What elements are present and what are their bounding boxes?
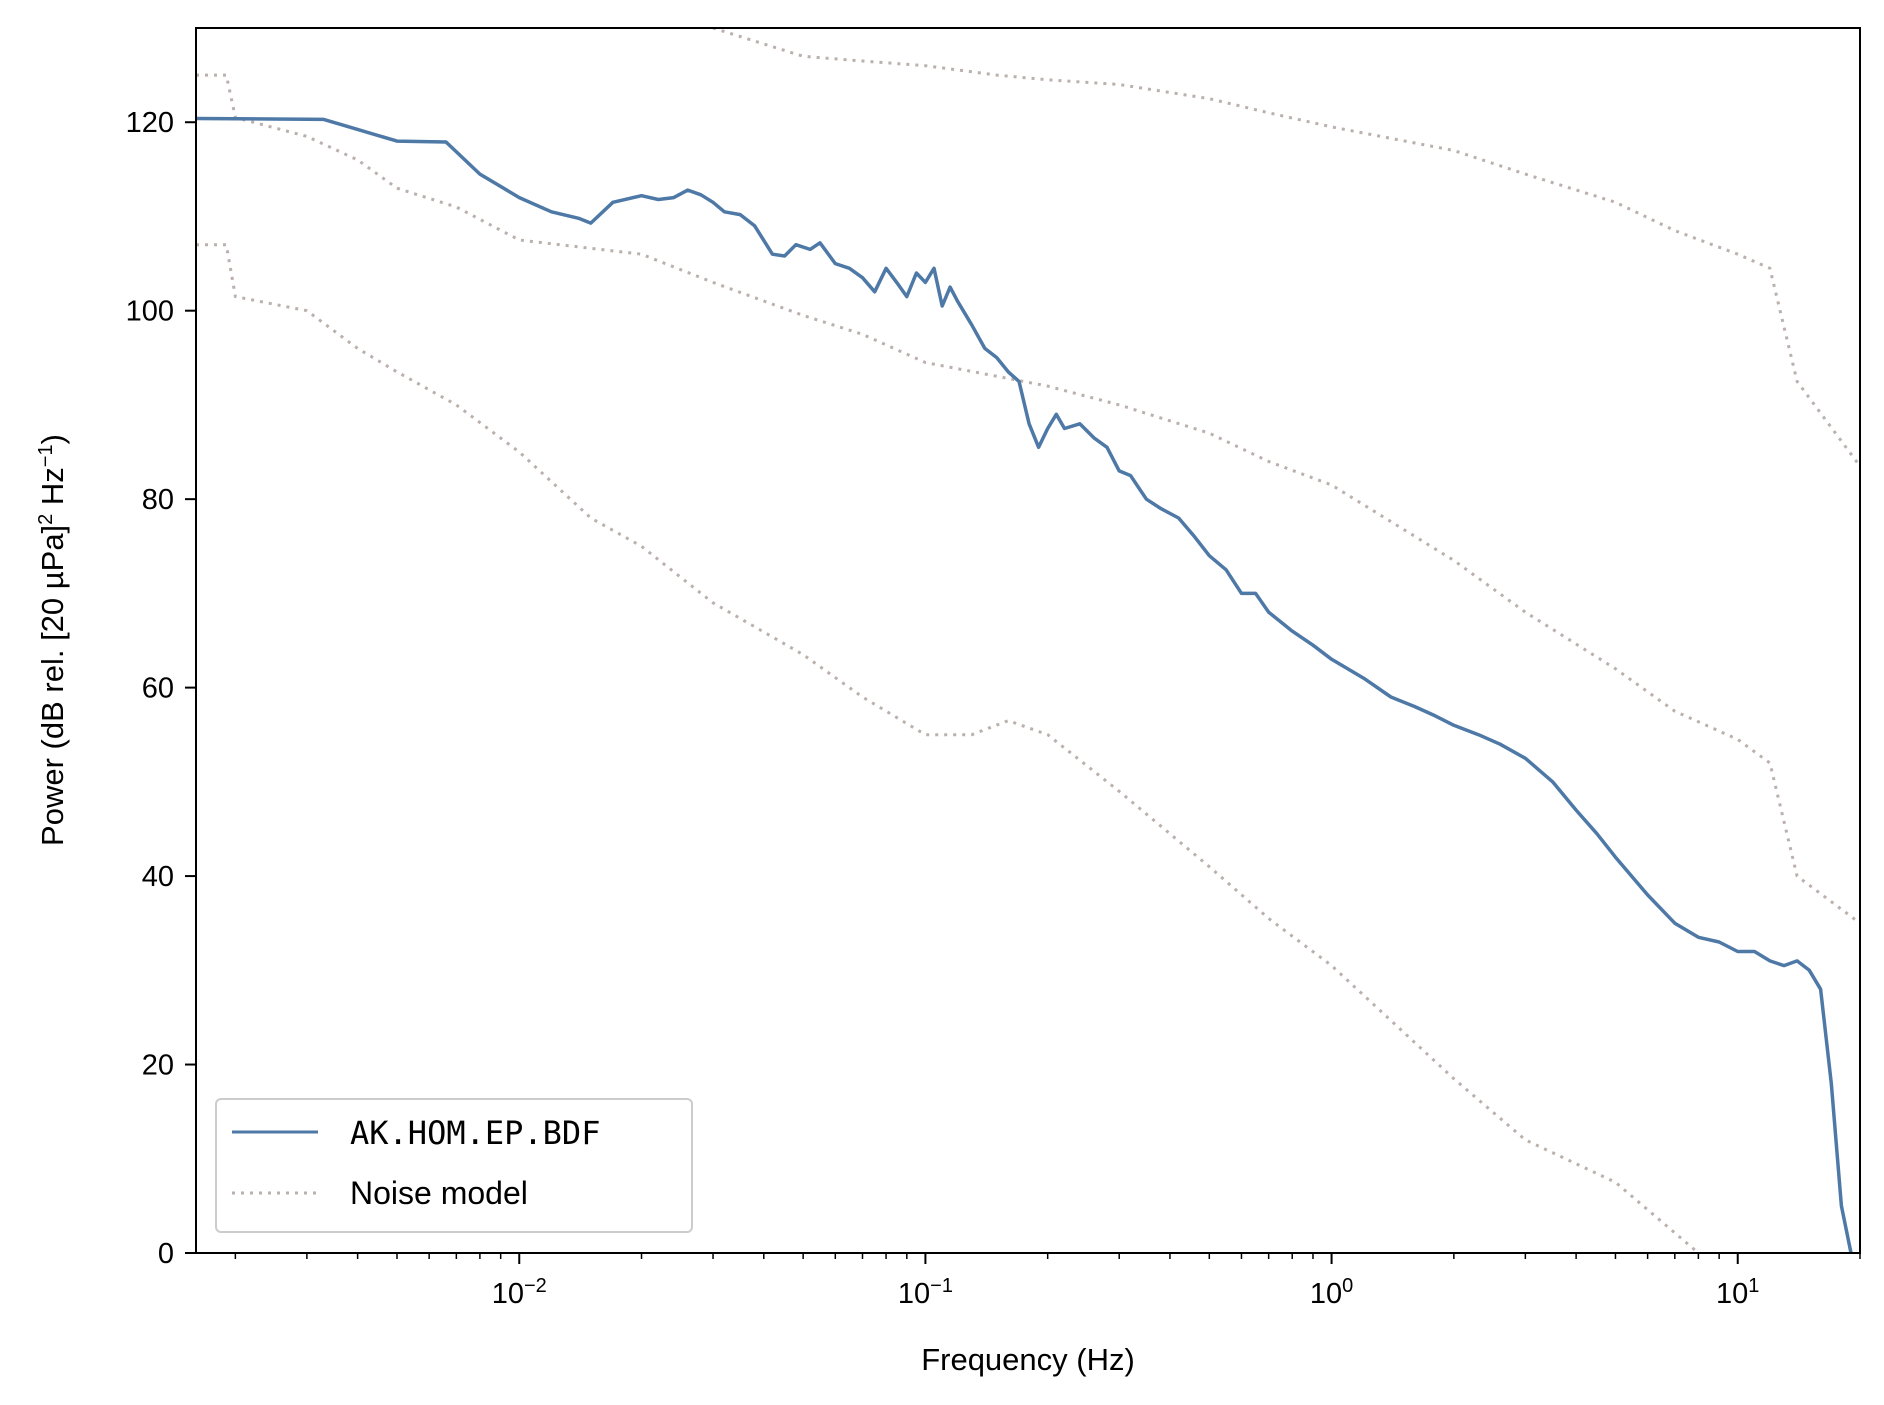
y-axis: 0 20 40 60 80 100 120 [126,107,196,1270]
series-line-1 [196,116,1853,1253]
y-axis-title-close: ) [35,434,70,444]
y-axis-title-exp: −1 [35,444,57,467]
x-axis: 10−2 10−1 100 101 [234,1253,1861,1310]
x-tick-label-exponent: 0 [1342,1275,1353,1297]
x-tick-label: 100 [1310,1275,1353,1310]
noise-model-line-1 [196,73,1860,925]
x-tick-label-exponent: 1 [1748,1275,1759,1297]
y-axis-title-main: Power (dB rel. [20 µPa] [35,525,70,846]
noise-model-line-3 [712,28,1860,468]
x-tick-label: 101 [1716,1275,1759,1310]
legend: AK.HOM.EP.BDF Noise model [215,1098,693,1233]
y-tick-label: 60 [142,673,174,705]
series-layer [196,28,1860,1253]
x-tick-label-base: 10 [1310,1278,1342,1310]
x-tick-label-exponent: −2 [524,1275,547,1297]
y-tick-label: 40 [142,861,174,893]
y-tick-label: 0 [158,1238,174,1270]
legend-box [215,1098,693,1233]
x-tick-label-base: 10 [898,1278,930,1310]
legend-label-series: AK.HOM.EP.BDF [350,1114,600,1152]
y-tick-label: 80 [142,484,174,516]
y-tick-label: 20 [142,1050,174,1082]
x-tick-label-base: 10 [492,1278,524,1310]
y-axis-title-unit: Hz [35,467,70,514]
y-tick-label: 120 [126,107,174,139]
x-tick-label: 10−2 [492,1275,547,1310]
plot-frame [195,27,1861,1254]
x-tick-label-base: 10 [1716,1278,1748,1310]
x-axis-title: Frequency (Hz) [921,1342,1135,1377]
legend-label-noise: Noise model [350,1175,528,1211]
y-tick-label: 100 [126,296,174,328]
y-axis-title: Power (dB rel. [20 µPa]2 Hz−1) [35,434,70,846]
x-tick-label: 10−1 [898,1275,953,1310]
y-axis-title-sup: 2 [35,514,57,525]
x-tick-label-exponent: −1 [930,1275,953,1297]
